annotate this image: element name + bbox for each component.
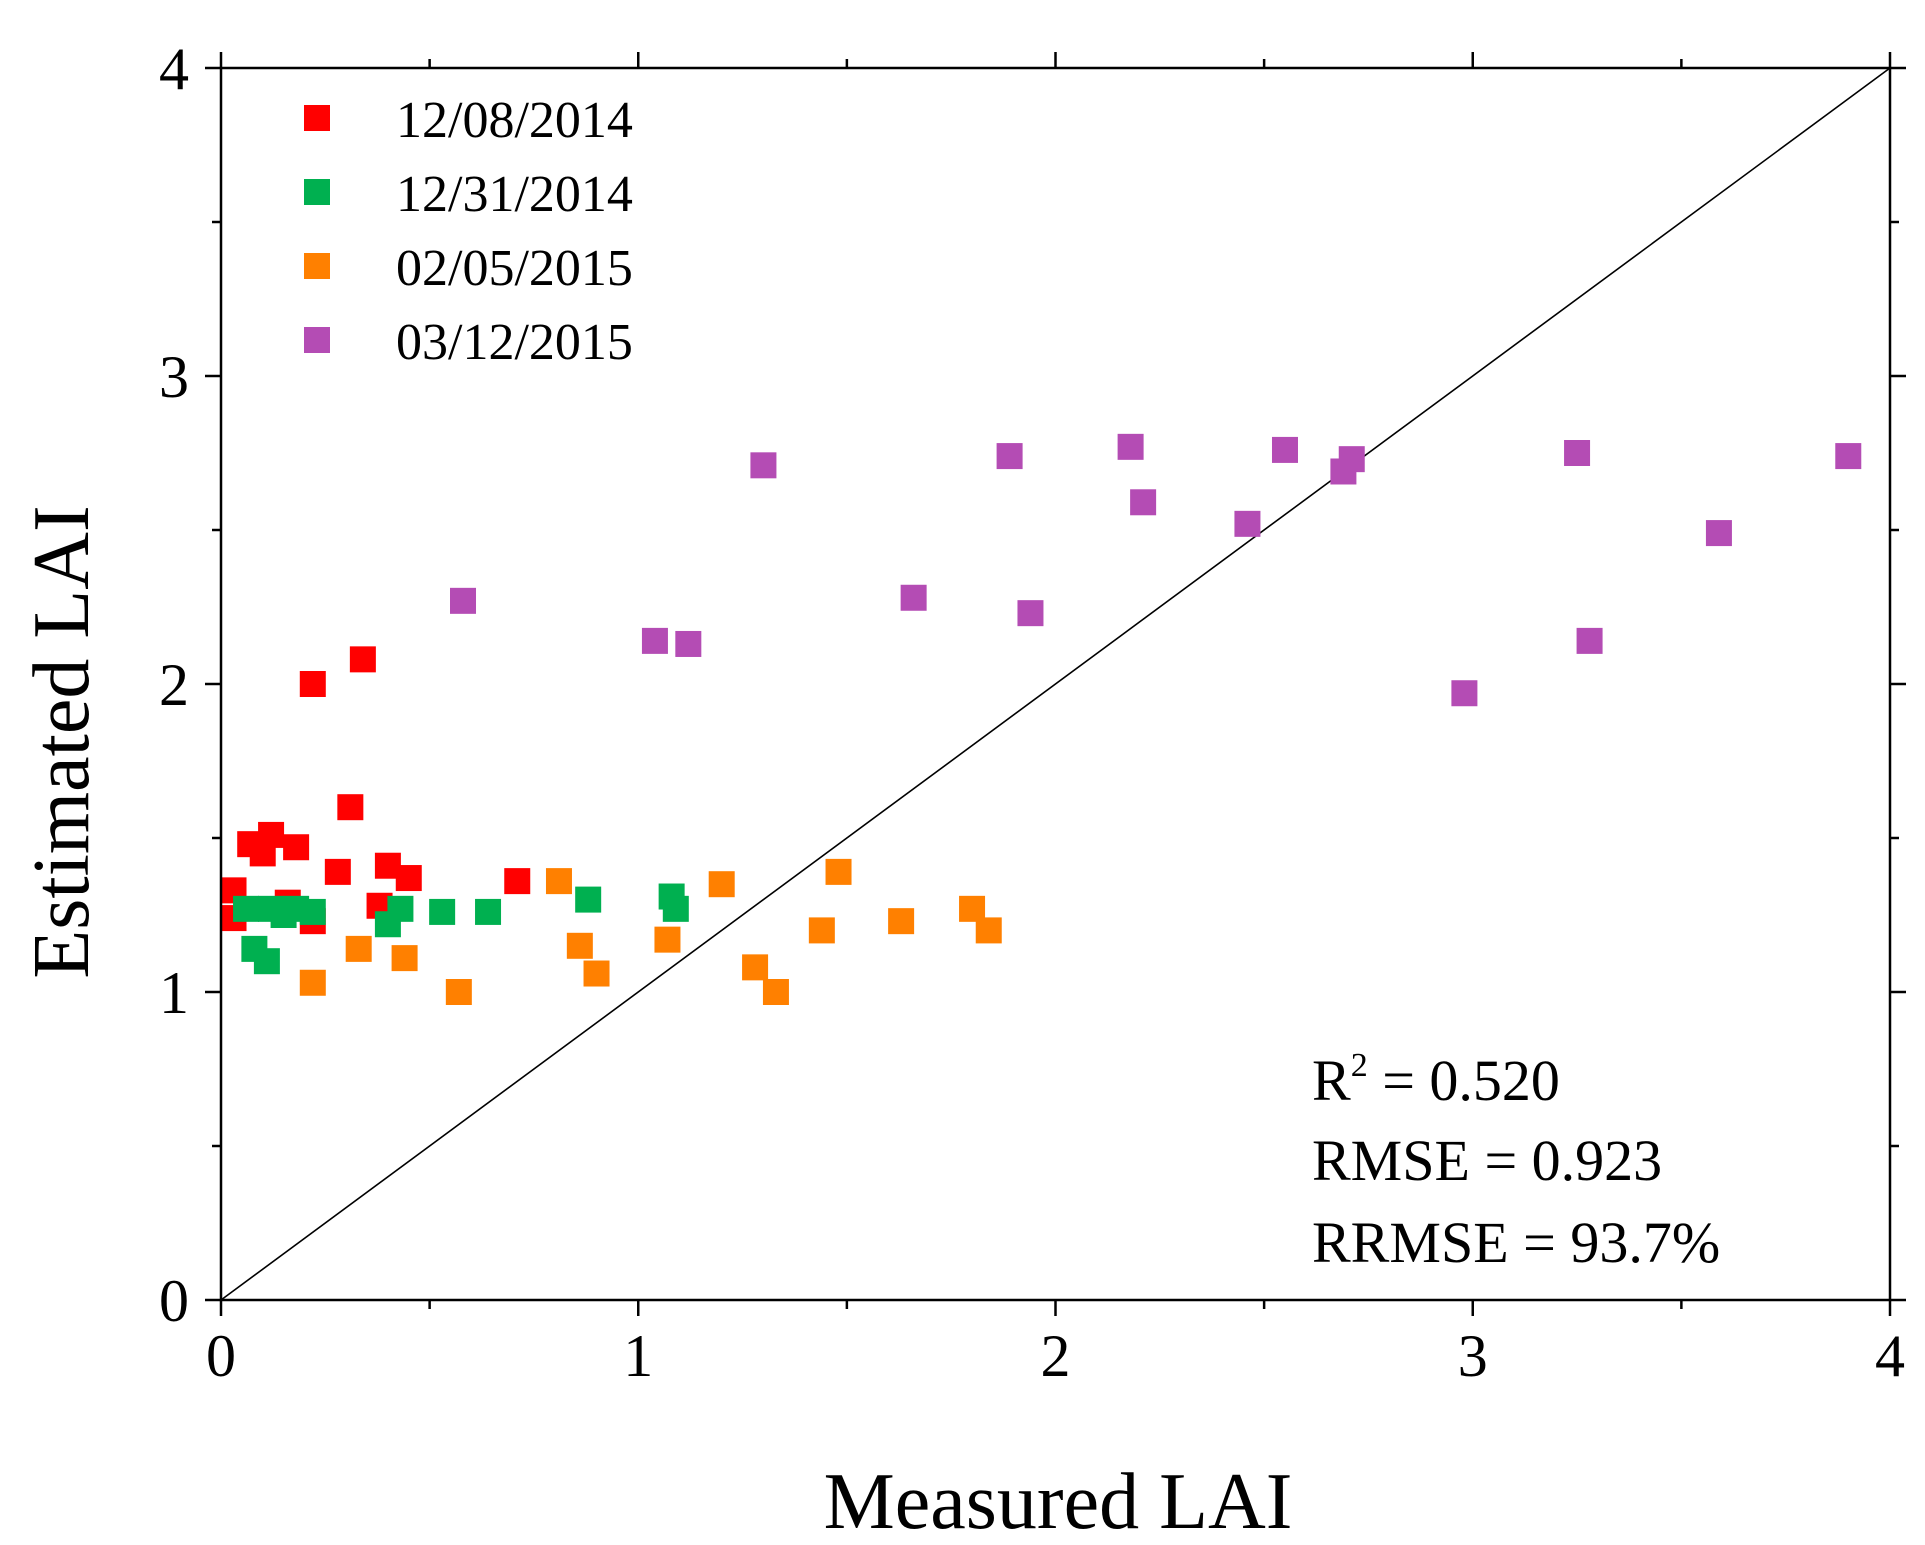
data-point-series-3-10 <box>742 954 769 981</box>
data-point-series-3-14 <box>888 908 915 935</box>
y-tick-label-1: 1 <box>159 960 189 1026</box>
axes <box>205 52 1906 1316</box>
stats-annotation: R2 = 0.520 RMSE = 0.923 RRMSE = 93.7% <box>1312 1047 1720 1275</box>
data-point-series-3-1 <box>299 969 326 996</box>
data-point-series-3-8 <box>654 926 681 953</box>
data-point-series-2-14 <box>662 895 689 922</box>
data-point-series-4-10 <box>1234 510 1261 537</box>
legend-marker-4 <box>304 327 330 353</box>
legend-marker-1 <box>304 105 330 131</box>
data-point-series-3-13 <box>825 858 852 885</box>
y-tick-label-2: 2 <box>159 652 189 718</box>
data-point-series-2-10 <box>429 898 456 925</box>
x-tick-label-4: 4 <box>1875 1323 1905 1389</box>
data-point-series-4-14 <box>1451 680 1478 707</box>
legend-label-4: 03/12/2015 <box>396 314 633 371</box>
data-point-series-2-11 <box>475 898 502 925</box>
data-point-series-4-17 <box>1705 520 1732 547</box>
reference-line-layer <box>220 67 1891 1301</box>
legend-label-1: 12/08/2014 <box>396 92 633 149</box>
data-point-series-4-8 <box>1117 433 1144 460</box>
tick-labels: 00 1 1 2 2 3 3 4 4 <box>159 36 1905 1389</box>
data-point-series-2-1 <box>233 895 260 922</box>
r-squared-superscript: 2 <box>1351 1047 1368 1084</box>
data-point-series-3-9 <box>708 871 735 898</box>
rmse-stat: RMSE = 0.923 <box>1312 1128 1662 1193</box>
data-point-series-1-10 <box>324 858 351 885</box>
y-tick-label-3: 3 <box>159 344 189 410</box>
data-point-series-4-18 <box>1835 443 1862 470</box>
data-point-series-2-12 <box>575 886 602 913</box>
data-point-series-1-15 <box>395 865 422 892</box>
x-tick-label-1: 1 <box>623 1323 653 1389</box>
legend-marker-3 <box>304 253 330 279</box>
y-axis-title: Estimated LAI <box>18 505 106 978</box>
r-squared-stat: R2 = 0.520 <box>1312 1047 1560 1113</box>
data-point-series-3-16 <box>975 917 1002 944</box>
data-point-series-4-7 <box>1017 600 1044 627</box>
r-squared-value: = 0.520 <box>1368 1048 1560 1113</box>
x-tick-label-0: 0 <box>206 1323 236 1389</box>
data-point-series-4-9 <box>1130 489 1157 516</box>
x-tick-label-3: 3 <box>1458 1323 1488 1389</box>
data-point-series-1-11 <box>337 794 364 821</box>
legend-label-2: 12/31/2014 <box>396 166 633 223</box>
data-point-series-4-1 <box>450 587 477 614</box>
legend-label-3: 02/05/2015 <box>396 240 633 297</box>
data-point-series-1-16 <box>504 868 531 895</box>
one-to-one-line <box>220 67 1891 1301</box>
data-points <box>220 433 1862 1005</box>
data-point-series-2-7 <box>299 898 326 925</box>
data-point-series-4-11 <box>1271 436 1298 463</box>
data-point-series-4-15 <box>1564 440 1591 466</box>
data-point-series-1-12 <box>349 646 376 673</box>
data-point-series-1-7 <box>283 834 310 861</box>
x-axis-title: Measured LAI <box>824 1458 1293 1545</box>
data-point-series-3-7 <box>583 960 610 987</box>
y-tick-label-0: 0 <box>159 1268 189 1334</box>
data-point-series-2-9 <box>387 895 414 922</box>
x-tick-label-2: 2 <box>1041 1323 1071 1389</box>
legend-marker-2 <box>304 179 330 205</box>
data-point-series-3-3 <box>391 945 418 972</box>
data-point-series-3-6 <box>566 932 593 959</box>
data-point-series-4-16 <box>1576 627 1603 654</box>
data-point-series-3-12 <box>808 917 835 944</box>
data-point-series-2-3 <box>253 948 280 975</box>
rrmse-stat: RRMSE = 93.7% <box>1312 1210 1720 1275</box>
data-point-series-3-2 <box>345 935 372 962</box>
data-point-series-4-5 <box>900 584 927 611</box>
data-point-series-3-5 <box>545 868 572 895</box>
data-point-series-3-11 <box>762 979 789 1005</box>
y-tick-label-4: 4 <box>159 36 189 102</box>
data-point-series-1-8 <box>299 671 326 697</box>
data-point-series-4-2 <box>641 627 668 654</box>
legend: 12/08/2014 12/31/2014 02/05/2015 03/12/2015 <box>304 92 633 371</box>
data-point-series-4-4 <box>750 452 777 479</box>
data-point-series-4-6 <box>996 443 1023 470</box>
data-point-series-1-5 <box>258 821 285 848</box>
data-point-series-4-13 <box>1338 446 1365 473</box>
data-point-series-3-4 <box>445 979 472 1005</box>
r-squared-label: R <box>1312 1048 1351 1113</box>
data-point-series-4-3 <box>675 630 702 657</box>
